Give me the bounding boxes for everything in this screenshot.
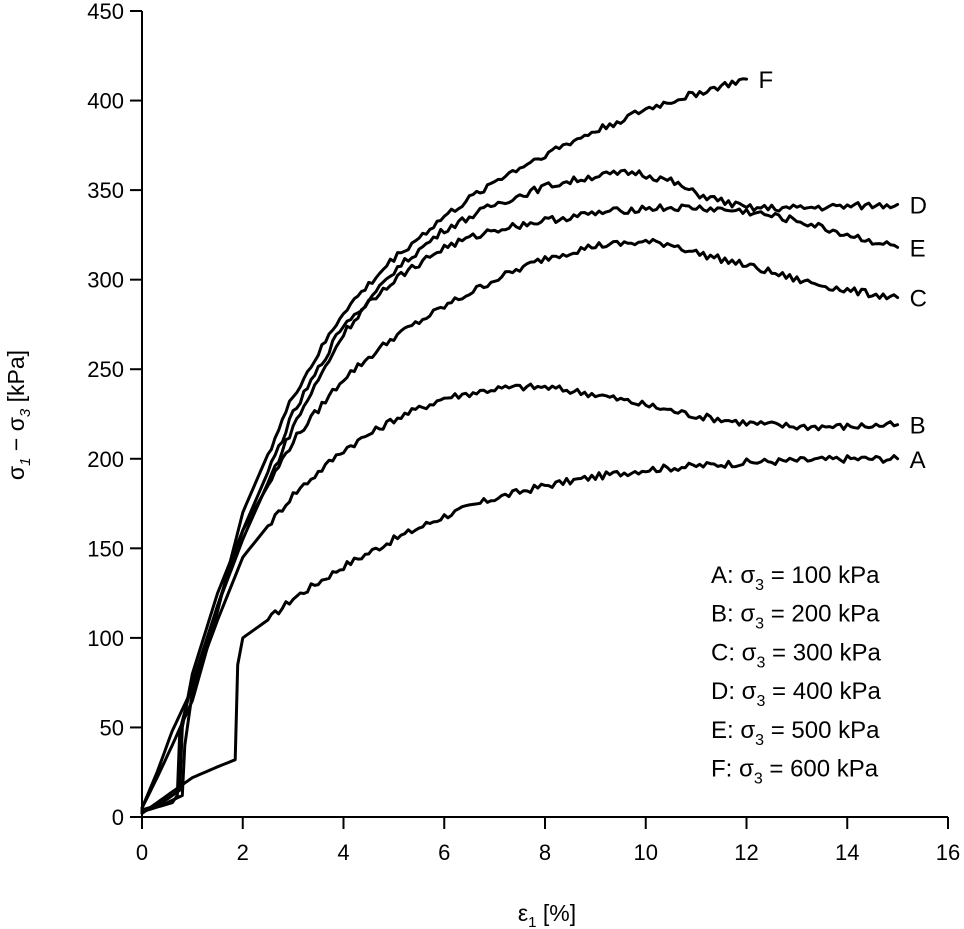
legend-entry-suffix: = 600 kPa bbox=[763, 756, 879, 783]
y-tick-label: 400 bbox=[87, 89, 124, 114]
series-line-b bbox=[140, 382, 900, 810]
y-tick-label: 250 bbox=[87, 357, 124, 382]
x-axis-title-main: ε bbox=[518, 900, 528, 926]
x-tick-label: 2 bbox=[237, 840, 249, 865]
x-axis-title-sub: 1 bbox=[528, 914, 536, 929]
series-line-f bbox=[140, 77, 748, 810]
x-tick-label: 12 bbox=[734, 840, 758, 865]
legend-entry-sub: 3 bbox=[755, 577, 764, 594]
series-lines bbox=[140, 77, 900, 815]
curve-label-d: D bbox=[910, 192, 927, 219]
y-axis-title-rest: [kPa] bbox=[3, 350, 29, 409]
y-axis-title-mid: − σ bbox=[3, 417, 29, 457]
curve-label-a: A bbox=[910, 447, 926, 474]
legend-entry-prefix: D: σ bbox=[711, 678, 757, 705]
y-tick-label: 150 bbox=[87, 536, 124, 561]
legend-entry-suffix: = 400 kPa bbox=[765, 678, 881, 705]
legend-entry-suffix: = 200 kPa bbox=[764, 601, 880, 628]
legend-entry-sub: 3 bbox=[756, 654, 765, 671]
y-tick-label: 0 bbox=[112, 805, 124, 830]
curve-label-f: F bbox=[759, 67, 774, 94]
legend-entry-sub: 3 bbox=[755, 616, 764, 633]
legend-entry-prefix: C: σ bbox=[711, 639, 757, 666]
tick-marks: 0 50 100 150 200 250 300 350 400 450 0 2 4 6 8 10 12 14 16 bbox=[87, 0, 960, 865]
legend-entry-c: C: σ3 = 300 kPa bbox=[711, 639, 881, 671]
y-axis-title-sub2: 3 bbox=[17, 408, 34, 417]
y-tick-label: 450 bbox=[87, 0, 124, 24]
x-axis-title-rest: [%] bbox=[536, 900, 576, 926]
series-line-d bbox=[140, 168, 900, 814]
legend-entry-suffix: = 100 kPa bbox=[764, 562, 880, 589]
x-tick-label: 8 bbox=[539, 840, 551, 865]
curve-label-b: B bbox=[910, 413, 926, 440]
legend-entry-e: E: σ3 = 500 kPa bbox=[711, 717, 880, 749]
legend-entry-a: A: σ3 = 100 kPa bbox=[711, 562, 880, 594]
series-line-e bbox=[140, 203, 900, 812]
x-tick-label: 6 bbox=[438, 840, 450, 865]
y-axis-title-sigma1: σ bbox=[3, 466, 29, 480]
curve-label-c: C bbox=[910, 286, 927, 313]
x-tick-label: 0 bbox=[136, 840, 148, 865]
y-axis-title-sub1: 1 bbox=[17, 458, 34, 466]
legend-entry-sub: 3 bbox=[756, 693, 765, 710]
legend-entry-prefix: E: σ bbox=[711, 717, 755, 744]
legend-entry-prefix: A: σ bbox=[711, 562, 755, 589]
curve-labels: AB C DE F bbox=[759, 67, 927, 474]
legend-entry-suffix: = 300 kPa bbox=[765, 639, 881, 666]
x-tick-label: 16 bbox=[936, 840, 960, 865]
legend-entry-f: F: σ3 = 600 kPa bbox=[711, 756, 879, 788]
y-tick-label: 100 bbox=[87, 626, 124, 651]
legend-entry-d: D: σ3 = 400 kPa bbox=[711, 678, 881, 710]
curve-label-e: E bbox=[910, 235, 926, 262]
legend-entry-sub: 3 bbox=[755, 732, 764, 749]
legend-entry-suffix: = 500 kPa bbox=[764, 717, 880, 744]
x-axis-title: ε1 [%] bbox=[518, 900, 576, 929]
x-tick-label: 14 bbox=[835, 840, 859, 865]
y-tick-label: 350 bbox=[87, 178, 124, 203]
y-tick-label: 300 bbox=[87, 268, 124, 293]
legend-entry-sub: 3 bbox=[754, 771, 763, 788]
y-axis-title: σ1 − σ3 [kPa] bbox=[3, 350, 34, 480]
series-line-a bbox=[140, 454, 900, 815]
legend-entry-prefix: F: σ bbox=[711, 756, 754, 783]
x-tick-label: 4 bbox=[337, 840, 349, 865]
x-tick-label: 10 bbox=[634, 840, 658, 865]
y-tick-label: 50 bbox=[100, 715, 124, 740]
y-tick-label: 200 bbox=[87, 447, 124, 472]
legend-entry-b: B: σ3 = 200 kPa bbox=[711, 601, 880, 633]
legend-entry-prefix: B: σ bbox=[711, 601, 755, 628]
